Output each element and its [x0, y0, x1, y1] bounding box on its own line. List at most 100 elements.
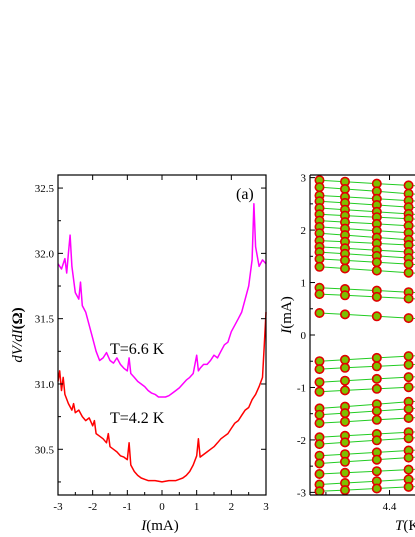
panel-b-series-line — [319, 213, 415, 220]
panel-a-x-tick-label: 0 — [159, 501, 165, 513]
panel-b-data-point — [371, 291, 382, 302]
panel-a-y-tick-label: 32.5 — [35, 183, 55, 195]
panel-a-series-line-0 — [57, 202, 267, 398]
panel-b-data-point — [371, 257, 382, 268]
panel-b-data-point — [339, 437, 350, 448]
panel-b-data-point — [403, 382, 414, 393]
panel-b-y-tick-label: 2 — [301, 225, 307, 237]
panel-b-data-point — [403, 293, 414, 304]
panel-b-y-tick-label: 1 — [301, 278, 307, 290]
panel-b-data-point — [371, 361, 382, 372]
panel-b-data-point — [403, 180, 414, 191]
panel-a-plot-frame — [57, 174, 267, 496]
panel-b-data-point — [339, 385, 350, 396]
panel-b-data-point — [314, 182, 325, 193]
panel-b-data-point — [339, 408, 350, 419]
panel-b-y-axis-label: I(mA) — [279, 296, 295, 335]
panel-a-x-tick-label: -2 — [88, 501, 97, 513]
panel-a-x-tick-label: 1 — [194, 501, 200, 513]
panel-a-y-tick-label: 32.0 — [35, 248, 55, 260]
panel-b-data-point — [371, 435, 382, 446]
panel-b-y-tick-label: 3 — [301, 173, 307, 185]
panel-b-series-line — [319, 355, 415, 362]
panel-b-data-point — [371, 352, 382, 363]
panel-b-data-point — [403, 372, 414, 383]
panel-a-y-tick-label: 31.5 — [35, 314, 55, 326]
panel-b-x-axis-label: T(K) — [395, 518, 415, 534]
panel-b-series-line — [319, 468, 415, 475]
panel-a-x-axis-label: I(mA) — [140, 518, 179, 534]
panel-b-data-point — [314, 409, 325, 420]
panel-b-data-point — [403, 259, 414, 270]
panel-b-data-point — [403, 313, 414, 324]
panel-b-data-point — [371, 383, 382, 394]
panel-b-series-line — [319, 449, 415, 457]
panel-b-data-point — [371, 265, 382, 276]
panel-b-data-point — [314, 364, 325, 375]
panel-a-x-tick-label: 2 — [229, 501, 235, 513]
panel-b-series-line — [319, 400, 415, 409]
panel-b-data-point — [339, 375, 350, 386]
panel-b-data-point — [371, 454, 382, 465]
panel-b-data-point — [403, 481, 414, 492]
panel-b-data-point — [403, 464, 414, 475]
panel-b-data-point — [339, 456, 350, 467]
panel-a-series-line-1 — [57, 312, 267, 483]
panel-b-series-line — [319, 240, 415, 246]
panel-b-data-point — [314, 386, 325, 397]
panel-b-data-point — [403, 433, 414, 444]
panel-b-series-line — [319, 363, 415, 370]
panel-b-y-tick-label: -1 — [297, 382, 306, 394]
panel-a-ticks: -3 -2 -1 0 1 2 3 30.5 31.0 31.5 32.0 32.5 — [35, 175, 269, 513]
panel-a-annotation: T=4.2 K — [110, 410, 165, 427]
panel-b-data-point — [403, 403, 414, 414]
panel-b-data-point — [403, 452, 414, 463]
panel-b-series-line — [319, 376, 415, 383]
panel-b-data-point — [371, 414, 382, 425]
panel-b-series-group — [314, 175, 415, 495]
panel-b-series-line — [319, 266, 415, 274]
panel-b-data-point — [314, 439, 325, 450]
panel-b-data-point — [403, 267, 414, 278]
panel-b-y-tick-label: -2 — [297, 435, 306, 447]
panel-b-data-point — [339, 255, 350, 266]
panel-a-label: (a) — [236, 186, 254, 203]
panel-b-series-line — [319, 246, 415, 253]
panel-b-data-point — [403, 351, 414, 362]
panel-b-data-point — [339, 263, 350, 274]
panel-b-data-point — [403, 359, 414, 370]
panel-b-data-point — [340, 485, 350, 495]
panel-b-data-point — [371, 311, 382, 322]
panel-a-y-axis-label: dV/dI(Ω) — [10, 307, 26, 362]
panel-b-series-line — [319, 456, 415, 464]
panel-a-chart: -3 -2 -1 0 1 2 3 30.5 31.0 31.5 32.0 32.5 (a) T=6.6… — [10, 174, 269, 534]
panel-b-data-point — [314, 468, 325, 479]
panel-a-x-tick-label: 3 — [263, 501, 269, 513]
panel-b-data-point — [339, 467, 350, 478]
panel-b-data-point — [314, 261, 325, 272]
panel-b-data-point — [339, 290, 350, 301]
panel-b-data-point — [314, 486, 325, 495]
panel-a-annotation: T=6.6 K — [110, 341, 165, 358]
panel-b-data-point — [371, 483, 382, 494]
panel-b-series-line — [319, 431, 415, 438]
panel-a-x-tick-label: -1 — [123, 501, 132, 513]
panel-b-data-point — [339, 416, 350, 427]
panel-b-data-point — [314, 307, 325, 318]
panel-b-data-point — [314, 289, 325, 300]
panel-b-series-line — [319, 293, 415, 300]
panel-b-x-tick-label: 4.4 — [383, 501, 397, 513]
panel-b-data-point — [371, 466, 382, 477]
panel-a-y-tick-label: 31.0 — [35, 379, 55, 391]
panel-a-y-tick-label: 30.5 — [35, 444, 55, 456]
panel-b-data-point — [314, 458, 325, 469]
panel-b-data-point — [314, 377, 325, 388]
panel-b-y-tick-label: -3 — [297, 487, 307, 499]
panel-b-data-point — [403, 412, 414, 423]
panel-a-x-tick-label: -3 — [53, 501, 63, 513]
panel-b-series-line — [319, 179, 415, 187]
panel-b-data-point — [339, 309, 350, 320]
